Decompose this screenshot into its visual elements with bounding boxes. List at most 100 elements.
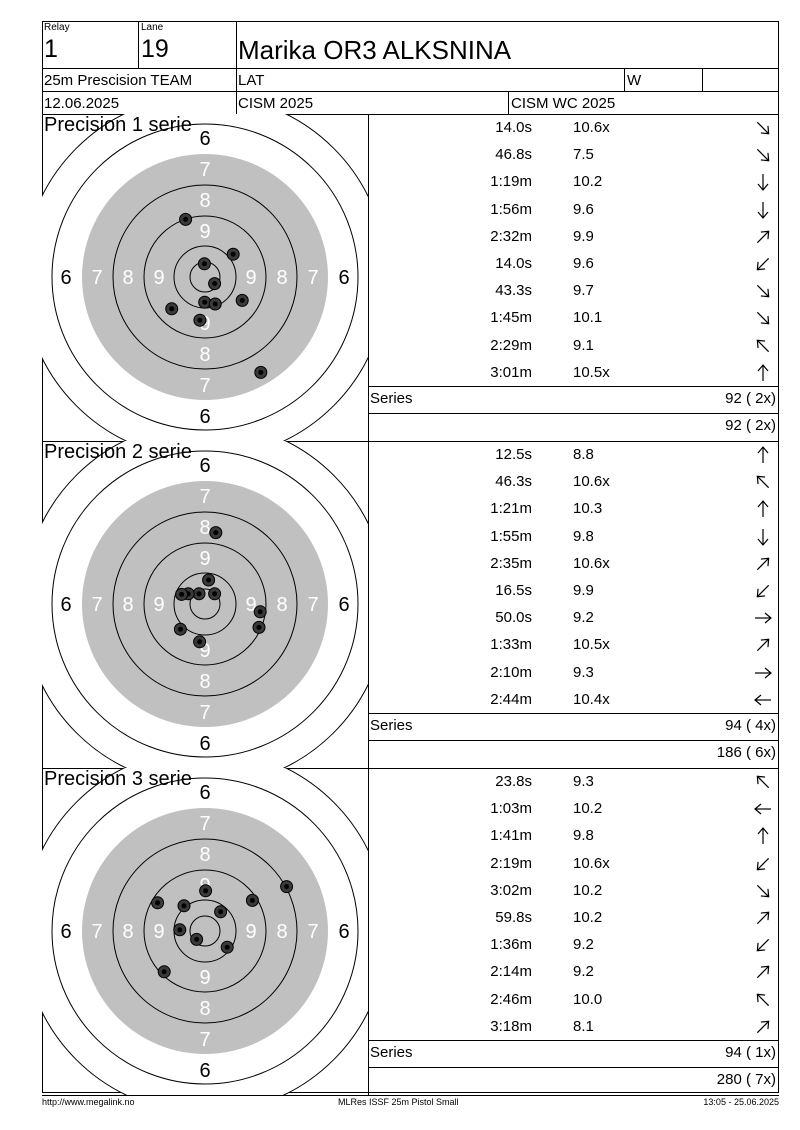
ring-number: 8 bbox=[276, 594, 287, 616]
ring-9 bbox=[143, 215, 267, 339]
direction-arrow-icon bbox=[753, 1018, 773, 1036]
shot-hole-center bbox=[258, 369, 264, 375]
shot-score: 9.8 bbox=[573, 527, 594, 545]
ring-number: 6 bbox=[338, 267, 349, 289]
shot-score: 8.8 bbox=[573, 446, 594, 463]
shot-score: 9.7 bbox=[573, 282, 594, 300]
shot-row: 14.0s 9.6 bbox=[368, 250, 778, 277]
shot-row: 43.3s 9.7 bbox=[368, 277, 778, 304]
shot-time: 14.0s bbox=[495, 255, 532, 272]
shot-score: 8.1 bbox=[573, 1017, 594, 1035]
ring-number: 6 bbox=[199, 406, 210, 428]
shot-score: 9.1 bbox=[573, 336, 594, 354]
ring-number: 8 bbox=[199, 344, 210, 366]
ring-number: 8 bbox=[199, 844, 210, 866]
ring-number: 8 bbox=[276, 921, 287, 943]
ring-number: 7 bbox=[91, 267, 102, 289]
shot-score: 10.3 bbox=[573, 500, 603, 518]
direction-arrow-icon bbox=[753, 963, 773, 981]
ring-number: 8 bbox=[122, 267, 133, 289]
ring-number: 7 bbox=[307, 267, 318, 289]
footer-software: MLRes ISSF 25m Pistol Small bbox=[338, 1097, 459, 1107]
direction-arrow-icon bbox=[753, 636, 773, 654]
direction-arrow-icon bbox=[753, 936, 773, 954]
shot-score: 10.4x bbox=[573, 690, 610, 708]
ring-number: 8 bbox=[199, 671, 210, 693]
cumulative-total-row: 186 ( 6x) bbox=[368, 744, 778, 771]
target-area: 6 6 6 6 7 7 7 7 8 8 8 8 9 9 9 9 Precision 2 serie bbox=[42, 441, 368, 768]
shot-hole-center bbox=[203, 888, 209, 894]
direction-arrow-icon bbox=[753, 691, 773, 709]
shot-score: 9.9 bbox=[573, 582, 594, 599]
shot-row: 59.8s 10.2 bbox=[368, 904, 778, 931]
ring-number: 9 bbox=[153, 594, 164, 616]
shot-time: 46.3s bbox=[495, 473, 532, 491]
ring-number: 9 bbox=[153, 921, 164, 943]
ring-8 bbox=[112, 184, 298, 370]
shot-hole-center bbox=[183, 216, 189, 222]
ring-number: 6 bbox=[199, 455, 210, 477]
ring-8 bbox=[112, 838, 298, 1024]
gender: W bbox=[627, 72, 642, 89]
ring-number: 6 bbox=[199, 1060, 210, 1082]
ring-number: 7 bbox=[91, 921, 102, 943]
cumulative-total: 92 ( 2x) bbox=[725, 417, 776, 434]
ring-number: 7 bbox=[199, 813, 210, 835]
direction-arrow-icon bbox=[753, 500, 773, 518]
shot-score: 10.2 bbox=[573, 881, 603, 899]
nation: LAT bbox=[238, 72, 265, 89]
direction-arrow-icon bbox=[753, 173, 773, 192]
ring-number: 9 bbox=[245, 594, 256, 616]
shot-score: 9.8 bbox=[573, 827, 594, 845]
direction-arrow-icon bbox=[753, 309, 773, 327]
shot-time: 1:41m bbox=[490, 827, 532, 845]
ring-number: 8 bbox=[199, 190, 210, 212]
shot-hole-center bbox=[239, 297, 245, 303]
direction-arrow-icon bbox=[753, 909, 773, 927]
shot-row: 2:10m 9.3 bbox=[368, 659, 778, 686]
shot-hole-center bbox=[212, 301, 218, 307]
shot-row: 3:01m 10.5x bbox=[368, 359, 778, 386]
shot-list: 14.0s 10.6x 46.8s 7.5 1:19m 10.2 1:56m 9.6 2:32m… bbox=[368, 114, 779, 441]
shot-row: 2:44m 10.4x bbox=[368, 686, 778, 713]
shot-time: 59.8s bbox=[495, 909, 532, 926]
shot-time: 23.8s bbox=[495, 773, 532, 790]
shot-score: 9.3 bbox=[573, 663, 594, 681]
shot-row: 23.8s 9.3 bbox=[368, 768, 778, 795]
shot-score: 10.2 bbox=[573, 800, 603, 818]
shot-row: 50.0s 9.2 bbox=[368, 604, 778, 631]
series-label: Series bbox=[370, 717, 413, 734]
shot-score: 10.6x bbox=[573, 554, 610, 572]
shot-row: 1:36m 9.2 bbox=[368, 931, 778, 958]
competition: CISM 2025 bbox=[238, 95, 314, 112]
shooter-name: Marika OR3 ALKSNINA bbox=[238, 35, 512, 65]
ring-number: 9 bbox=[245, 921, 256, 943]
ring-number: 9 bbox=[153, 267, 164, 289]
series-title: Precision 3 serie bbox=[44, 768, 192, 790]
shot-row: 2:29m 9.1 bbox=[368, 332, 778, 359]
shot-hole-center bbox=[201, 261, 207, 267]
relay-label: Relay bbox=[44, 22, 70, 33]
ring-8 bbox=[112, 511, 298, 697]
ring-number: 9 bbox=[199, 221, 210, 243]
shot-row: 2:35m 10.6x bbox=[368, 550, 778, 577]
ring-number: 7 bbox=[199, 375, 210, 397]
shot-time: 50.0s bbox=[495, 609, 532, 627]
ring-number: 9 bbox=[245, 267, 256, 289]
shot-time: 12.5s bbox=[495, 446, 532, 463]
shot-time: 1:19m bbox=[490, 173, 532, 191]
shot-hole-center bbox=[181, 903, 187, 909]
shot-hole-center bbox=[155, 900, 161, 906]
shot-hole-center bbox=[177, 626, 183, 632]
direction-arrow-icon bbox=[753, 555, 773, 573]
ring-number: 6 bbox=[60, 594, 71, 616]
shot-time: 1:03m bbox=[490, 800, 532, 818]
shot-time: 3:01m bbox=[490, 363, 532, 381]
shot-score: 10.5x bbox=[573, 363, 610, 381]
ring-number: 8 bbox=[122, 594, 133, 616]
